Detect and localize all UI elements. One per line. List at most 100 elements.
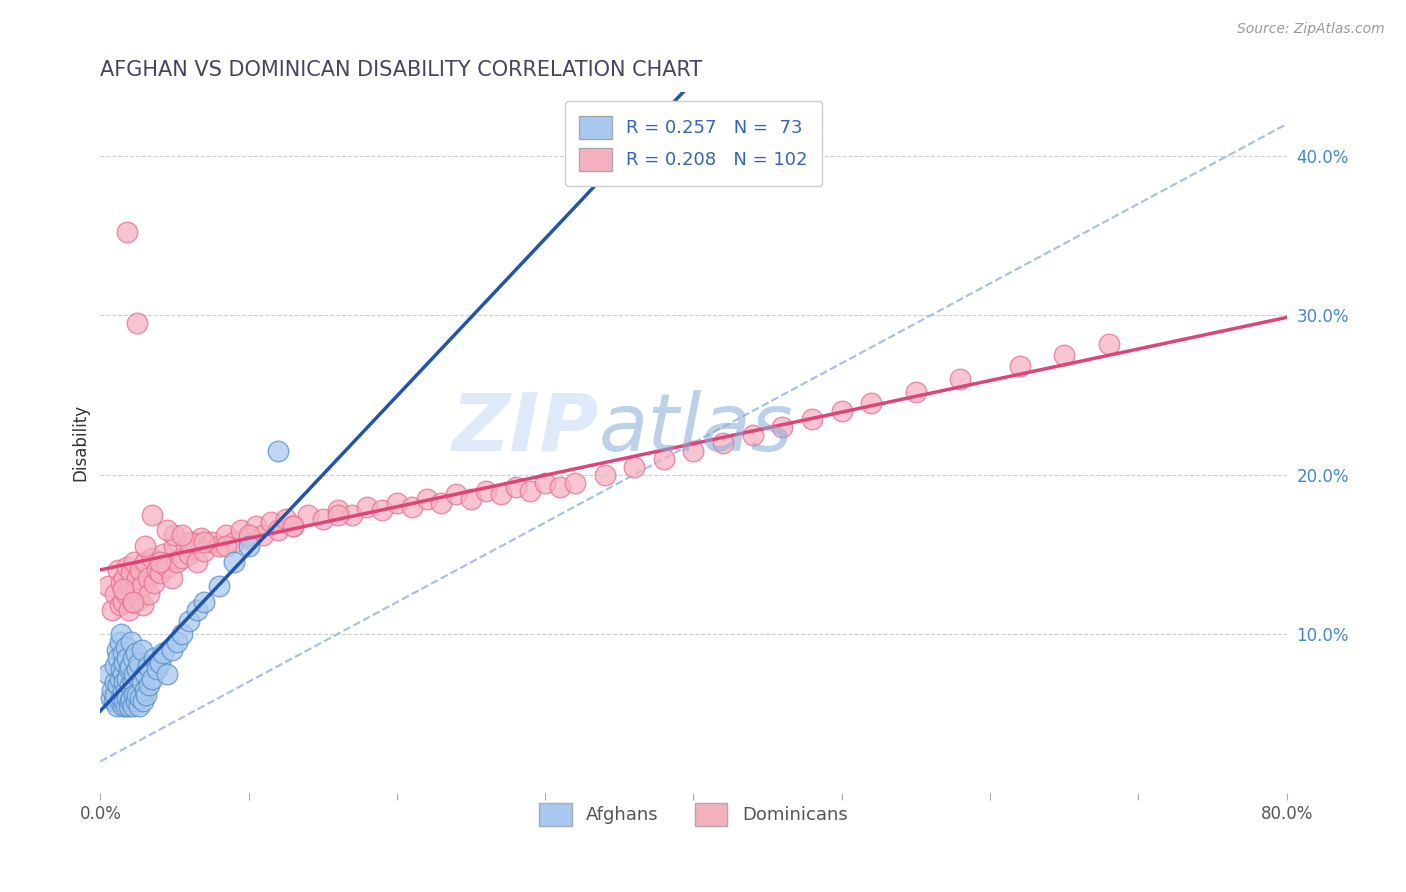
Point (801, 412, 824, 426)
Point (121, 690, 143, 705)
Point (124, 688, 146, 702)
Point (326, 502, 349, 516)
Point (342, 508, 364, 522)
Point (128, 591, 150, 606)
Point (949, 372, 972, 386)
Point (131, 674, 153, 689)
Text: AFGHAN VS DOMINICAN DISABILITY CORRELATION CHART: AFGHAN VS DOMINICAN DISABILITY CORRELATI… (100, 60, 703, 79)
Point (260, 516, 283, 530)
Point (108, 694, 131, 708)
Point (111, 698, 134, 713)
Point (156, 666, 179, 681)
Text: atlas: atlas (599, 390, 793, 467)
Point (160, 571, 183, 585)
Point (652, 451, 675, 466)
Point (132, 694, 155, 708)
Point (125, 694, 148, 708)
Point (136, 571, 159, 585)
Point (160, 643, 183, 657)
Point (186, 555, 208, 569)
Point (121, 566, 143, 581)
Point (138, 678, 160, 692)
Point (142, 576, 165, 591)
Point (238, 528, 260, 542)
Point (267, 524, 290, 538)
Point (127, 662, 149, 676)
Point (170, 627, 193, 641)
Point (134, 555, 156, 569)
Point (149, 566, 172, 581)
Point (112, 674, 135, 689)
Point (179, 534, 201, 549)
Point (904, 384, 927, 399)
Point (118, 659, 141, 673)
Point (741, 427, 763, 442)
Point (131, 579, 153, 593)
Point (108, 672, 131, 686)
Point (134, 540, 156, 554)
Point (122, 595, 145, 609)
Point (114, 682, 136, 697)
Point (141, 508, 163, 522)
Point (127, 688, 149, 702)
Point (111, 582, 134, 597)
Point (156, 524, 179, 538)
Point (110, 690, 132, 705)
Point (122, 698, 145, 713)
Point (110, 627, 132, 641)
Point (772, 420, 794, 434)
Point (222, 534, 245, 549)
Point (711, 435, 734, 450)
Point (238, 532, 260, 546)
Point (222, 555, 245, 569)
Point (111, 682, 134, 697)
Point (124, 666, 146, 681)
Point (401, 500, 423, 514)
Point (564, 475, 586, 490)
Point (134, 682, 156, 697)
Point (623, 459, 645, 474)
Point (111, 666, 134, 681)
Point (1053, 348, 1076, 362)
Point (682, 443, 704, 458)
Point (105, 643, 128, 657)
Text: ZIP: ZIP (451, 390, 599, 467)
Point (108, 635, 131, 649)
Point (385, 496, 408, 510)
Point (104, 659, 127, 673)
Point (176, 540, 198, 554)
Point (208, 579, 231, 593)
Point (534, 475, 557, 490)
Point (136, 659, 159, 673)
Point (460, 491, 482, 506)
Point (138, 587, 160, 601)
Point (103, 694, 125, 708)
Point (238, 540, 260, 554)
Point (297, 508, 319, 522)
Point (111, 646, 134, 660)
Point (193, 544, 215, 558)
Point (107, 678, 129, 692)
Point (124, 555, 146, 569)
Point (114, 587, 136, 601)
Point (208, 540, 231, 554)
Point (489, 487, 512, 501)
Point (97, 579, 120, 593)
Point (110, 662, 132, 676)
Point (252, 528, 274, 542)
Point (1098, 337, 1121, 351)
Point (104, 674, 127, 689)
Point (156, 560, 179, 574)
Point (281, 518, 304, 533)
Point (371, 502, 394, 516)
Point (274, 512, 297, 526)
Point (860, 396, 883, 410)
Point (215, 540, 238, 554)
Point (118, 694, 141, 708)
Point (548, 480, 571, 494)
Point (115, 560, 138, 574)
Point (163, 528, 186, 542)
Point (831, 404, 853, 418)
Point (101, 682, 124, 697)
Point (190, 532, 212, 546)
